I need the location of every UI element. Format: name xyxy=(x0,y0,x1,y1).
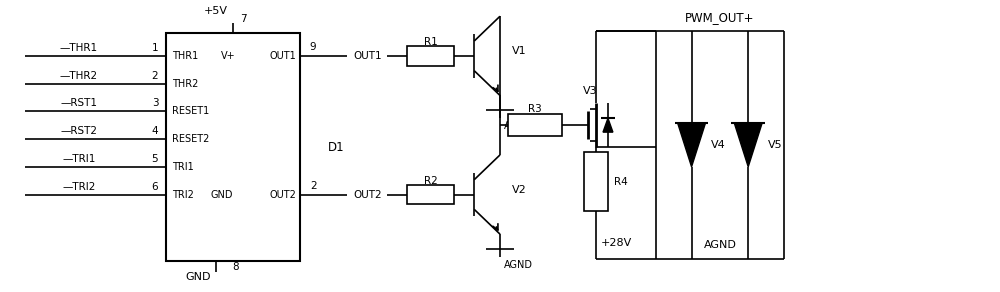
Text: R4: R4 xyxy=(614,177,628,187)
Bar xyxy=(584,152,608,211)
Text: V2: V2 xyxy=(511,185,526,194)
Text: OUT1: OUT1 xyxy=(353,51,382,61)
Text: V1: V1 xyxy=(512,46,526,56)
Text: R2: R2 xyxy=(424,176,438,186)
Text: OUT2: OUT2 xyxy=(353,190,382,199)
Text: 2: 2 xyxy=(310,181,316,191)
Text: —RST2: —RST2 xyxy=(61,126,98,136)
Text: —THR1: —THR1 xyxy=(60,43,98,53)
Text: 3: 3 xyxy=(152,98,158,108)
Bar xyxy=(407,46,454,66)
Text: AGND: AGND xyxy=(504,121,533,131)
Text: 5: 5 xyxy=(152,154,158,164)
Text: RESET2: RESET2 xyxy=(172,134,210,144)
Text: +28V: +28V xyxy=(601,238,632,248)
Bar xyxy=(166,33,300,261)
Text: 6: 6 xyxy=(152,182,158,192)
Text: 8: 8 xyxy=(233,262,239,272)
Text: THR1: THR1 xyxy=(172,51,198,61)
Text: TRI2: TRI2 xyxy=(172,190,194,199)
Text: +5V: +5V xyxy=(204,6,228,16)
Text: 4: 4 xyxy=(152,126,158,136)
Text: TRI1: TRI1 xyxy=(172,162,194,172)
Text: V5: V5 xyxy=(768,140,783,150)
Text: OUT1: OUT1 xyxy=(269,51,296,61)
Text: 2: 2 xyxy=(152,71,158,81)
Text: R1: R1 xyxy=(424,37,438,47)
Text: RESET1: RESET1 xyxy=(172,106,209,116)
Text: —RST1: —RST1 xyxy=(61,98,98,108)
Text: —TRI2: —TRI2 xyxy=(62,182,96,192)
Text: —THR2: —THR2 xyxy=(60,71,98,81)
Polygon shape xyxy=(734,123,762,167)
Text: AGND: AGND xyxy=(703,240,736,250)
Polygon shape xyxy=(603,118,613,132)
Text: 9: 9 xyxy=(310,42,316,52)
Text: PWM_OUT+: PWM_OUT+ xyxy=(685,11,755,24)
Text: 1: 1 xyxy=(152,43,158,53)
Text: GND: GND xyxy=(211,190,233,199)
Text: 7: 7 xyxy=(240,14,247,24)
Polygon shape xyxy=(678,123,705,167)
Text: V3: V3 xyxy=(583,86,598,95)
Text: V+: V+ xyxy=(221,51,235,61)
Text: THR2: THR2 xyxy=(172,79,199,88)
Bar xyxy=(407,185,454,204)
Text: D1: D1 xyxy=(328,142,344,154)
Text: V4: V4 xyxy=(711,140,726,150)
Text: GND: GND xyxy=(185,272,211,282)
Text: OUT2: OUT2 xyxy=(269,190,296,199)
Text: —TRI1: —TRI1 xyxy=(62,154,96,164)
Text: R3: R3 xyxy=(528,104,542,114)
Bar xyxy=(508,114,562,136)
Text: AGND: AGND xyxy=(504,260,533,270)
